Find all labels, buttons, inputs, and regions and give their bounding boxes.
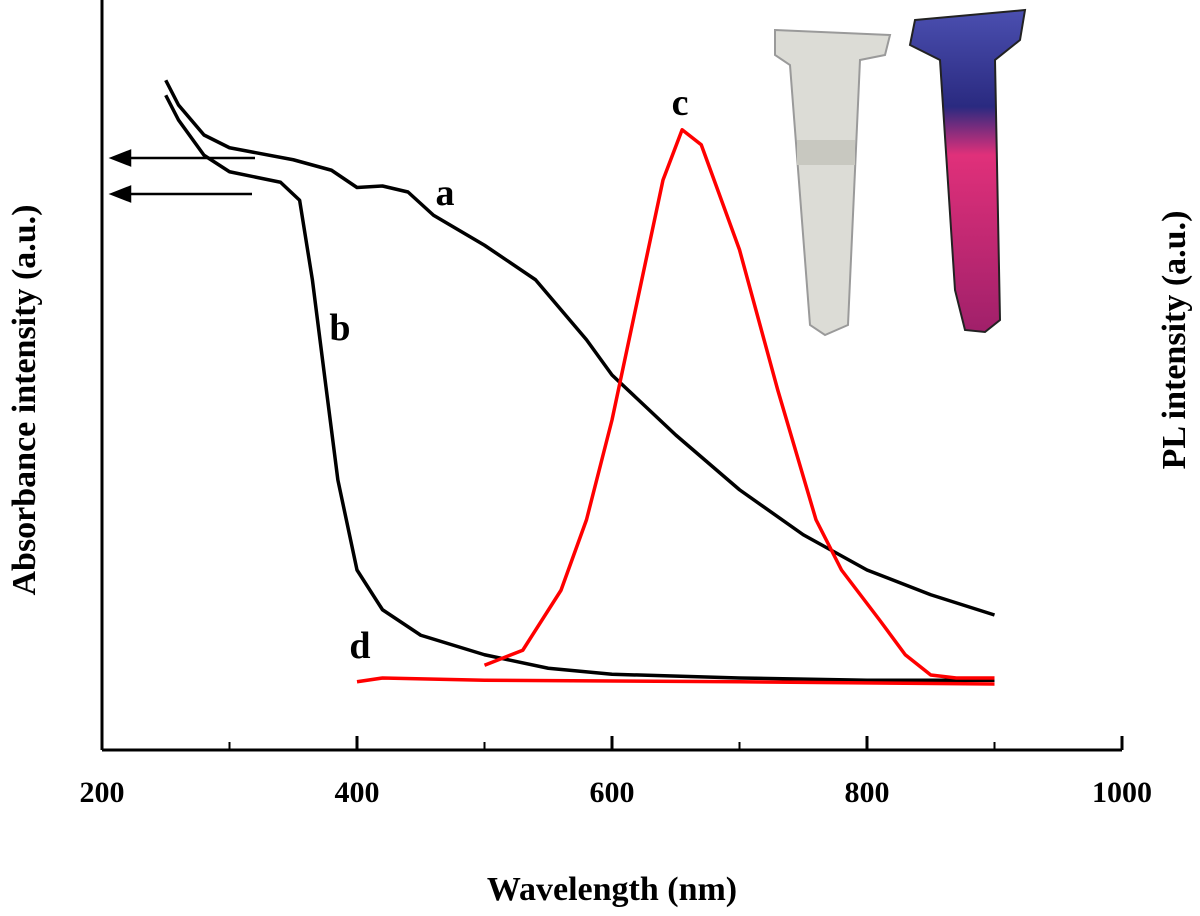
y2-axis-title: PL intensity (a.u.) <box>1156 211 1193 470</box>
series-label: b <box>329 307 350 349</box>
series-line <box>356 676 995 686</box>
series-line <box>164 94 995 682</box>
x-tick-label: 800 <box>845 776 890 809</box>
series-line <box>164 79 996 617</box>
y-axis-title: Absorbance intensity (a.u.) <box>6 204 43 595</box>
x-tick-label: 600 <box>590 776 635 809</box>
series-line <box>483 128 995 680</box>
x-tick-label: 200 <box>80 776 125 809</box>
x-tick-label: 1000 <box>1092 776 1152 809</box>
series-label: d <box>349 625 370 667</box>
series-label: a <box>436 172 455 214</box>
inset-photo <box>774 8 1027 337</box>
x-axis-title: Wavelength (nm) <box>487 871 737 908</box>
x-tick-label: 400 <box>335 776 380 809</box>
series-label: c <box>672 82 689 124</box>
arrows <box>108 149 255 203</box>
